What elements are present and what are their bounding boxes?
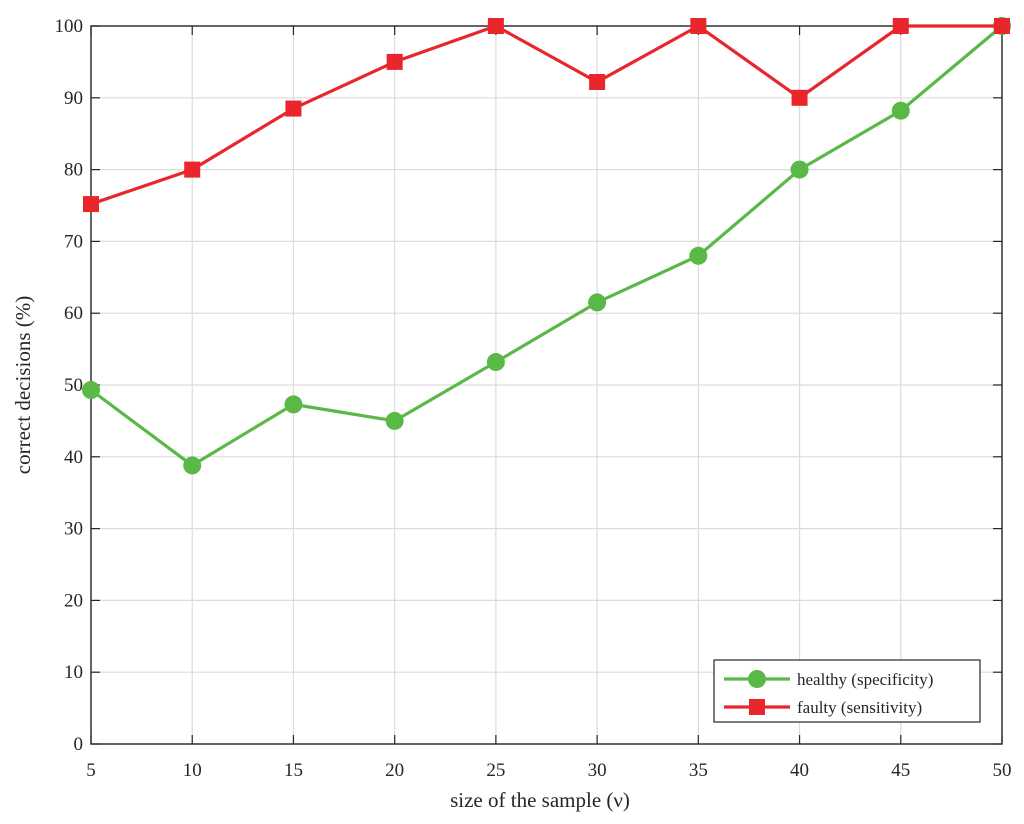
x-tick-label: 35: [689, 760, 708, 781]
legend-marker: [748, 670, 766, 688]
data-point: [82, 381, 100, 400]
y-tick-label: 20: [64, 590, 83, 611]
data-point: [589, 74, 606, 91]
x-tick-label: 50: [993, 760, 1012, 781]
data-point: [892, 18, 909, 34]
y-tick-label: 0: [74, 734, 84, 755]
legend: healthy (specificity) faulty (sensitivity…: [713, 659, 981, 723]
y-tick-label: 30: [64, 519, 83, 540]
legend-marker: [749, 699, 765, 715]
data-point: [284, 395, 303, 414]
data-point: [790, 160, 809, 179]
y-tick-label: 50: [64, 375, 83, 396]
x-tick-label: 15: [284, 760, 303, 781]
tick-labels: 5 10 15 20 25 30 35 40 45 50 0 10 20 30 40 50 60 70 80 90 10…: [55, 16, 1012, 781]
x-tick-label: 20: [385, 760, 404, 781]
data-point: [83, 196, 99, 213]
data-point: [689, 246, 708, 265]
data-point: [486, 353, 505, 372]
y-tick-label: 10: [64, 662, 83, 683]
y-tick-label: 90: [64, 88, 83, 109]
legend-label: faulty (sensitivity): [797, 698, 922, 717]
data-point: [386, 53, 403, 70]
data-point: [285, 100, 302, 117]
y-tick-label: 40: [64, 447, 83, 468]
data-point: [184, 161, 201, 178]
series-layer: [82, 17, 1011, 475]
data-point: [791, 89, 808, 106]
x-tick-label: 45: [891, 760, 910, 781]
data-point: [690, 18, 707, 34]
data-point: [487, 18, 504, 34]
data-point: [385, 411, 404, 430]
x-tick-label: 25: [486, 760, 505, 781]
data-point: [994, 18, 1010, 34]
y-tick-label: 60: [64, 303, 83, 324]
series-2: [83, 18, 1010, 213]
y-axis-label: correct decisions (%): [11, 296, 35, 474]
y-tick-label: 70: [64, 231, 83, 252]
series-line: [90, 24, 1004, 468]
series-line: [90, 24, 1002, 206]
x-tick-label: 40: [790, 760, 809, 781]
x-tick-label: 10: [183, 760, 202, 781]
data-point: [891, 101, 910, 120]
data-point: [588, 293, 607, 312]
x-tick-label: 5: [86, 760, 96, 781]
y-tick-label: 80: [64, 160, 83, 181]
grid: [90, 25, 1003, 745]
data-point: [183, 456, 202, 475]
y-tick-label: 100: [55, 16, 84, 37]
legend-label: healthy (specificity): [797, 670, 933, 689]
x-axis-label: size of the sample (ν): [450, 788, 630, 812]
series-1: [82, 17, 1011, 475]
x-tick-label: 30: [588, 760, 607, 781]
